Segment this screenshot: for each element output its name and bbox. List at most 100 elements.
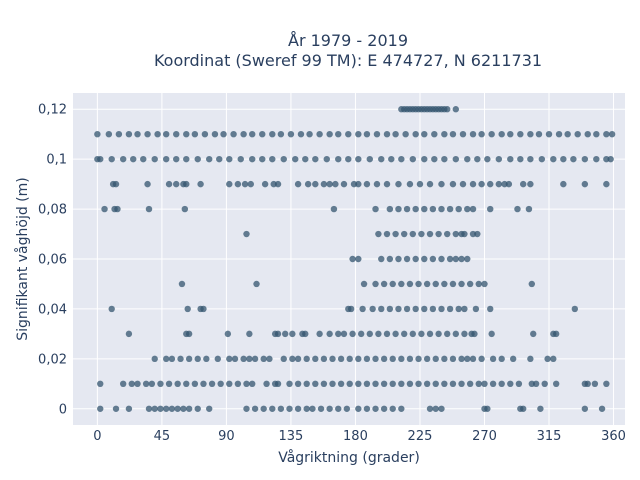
- data-point: [247, 180, 254, 188]
- data-point: [355, 355, 362, 363]
- data-point: [217, 380, 224, 388]
- data-point: [214, 355, 222, 363]
- data-point: [180, 405, 187, 412]
- data-point: [380, 280, 388, 288]
- data-point: [119, 155, 127, 163]
- data-point: [320, 355, 328, 363]
- data-point: [535, 130, 543, 138]
- data-point: [406, 380, 414, 388]
- data-point: [363, 380, 371, 388]
- data-point: [346, 355, 353, 363]
- data-point: [231, 355, 239, 363]
- x-tick-label: 135: [279, 429, 304, 444]
- data-point: [527, 130, 534, 138]
- data-point: [544, 355, 551, 363]
- data-point: [495, 180, 503, 188]
- data-point: [154, 130, 161, 138]
- data-point: [134, 380, 141, 388]
- data-point: [119, 380, 127, 388]
- data-point: [431, 130, 438, 138]
- data-point: [355, 405, 362, 412]
- data-point: [274, 380, 282, 388]
- data-point: [246, 330, 253, 338]
- data-point: [421, 155, 428, 163]
- data-point: [261, 180, 269, 188]
- data-point: [438, 305, 445, 313]
- data-point: [472, 305, 480, 313]
- data-point: [303, 355, 310, 363]
- data-point: [211, 130, 219, 138]
- data-point: [253, 280, 260, 288]
- data-point: [201, 130, 209, 138]
- data-point: [388, 155, 395, 163]
- data-point: [101, 205, 108, 213]
- data-point: [162, 405, 170, 412]
- data-point: [363, 405, 371, 412]
- data-point: [452, 330, 460, 338]
- data-point: [441, 130, 448, 138]
- data-point: [398, 155, 405, 163]
- data-point: [355, 380, 362, 388]
- data-point: [564, 130, 571, 138]
- data-point: [269, 155, 276, 163]
- data-point: [112, 405, 120, 412]
- data-point: [165, 380, 173, 388]
- x-tick-label: 360: [601, 429, 626, 444]
- data-point: [507, 155, 514, 163]
- data-point: [608, 130, 616, 138]
- data-point: [326, 130, 333, 138]
- data-point: [194, 405, 201, 412]
- data-point: [449, 130, 457, 138]
- data-point: [481, 380, 488, 388]
- data-point: [177, 355, 184, 363]
- data-point: [226, 380, 233, 388]
- data-point: [449, 280, 457, 288]
- data-point: [469, 205, 477, 213]
- data-point: [173, 155, 180, 163]
- data-point: [560, 155, 567, 163]
- data-point: [530, 330, 537, 338]
- data-point: [345, 155, 352, 163]
- data-point: [197, 180, 204, 188]
- data-point: [249, 130, 256, 138]
- data-point: [380, 405, 388, 412]
- chart-title-line2: Koordinat (Sweref 99 TM): E 474727, N 62…: [154, 51, 542, 70]
- data-point: [383, 330, 391, 338]
- data-point: [294, 180, 302, 188]
- data-point: [251, 405, 259, 412]
- data-point: [550, 355, 557, 363]
- data-point: [378, 255, 385, 263]
- data-point: [421, 305, 428, 313]
- data-point: [432, 280, 439, 288]
- data-point: [441, 355, 448, 363]
- data-point: [200, 380, 207, 388]
- data-point: [581, 180, 589, 188]
- data-point: [303, 405, 310, 412]
- data-point: [174, 380, 181, 388]
- data-point: [464, 155, 471, 163]
- data-point: [458, 280, 465, 288]
- data-point: [259, 130, 266, 138]
- data-point: [330, 205, 338, 213]
- data-point: [269, 405, 276, 412]
- data-point: [157, 405, 164, 412]
- data-point: [392, 330, 399, 338]
- data-point: [108, 155, 115, 163]
- data-point: [395, 180, 402, 188]
- data-point: [591, 380, 599, 388]
- data-point: [134, 130, 141, 138]
- data-point: [432, 380, 439, 388]
- data-point: [269, 130, 276, 138]
- data-point: [458, 255, 465, 263]
- data-point: [415, 380, 422, 388]
- x-tick-label: 270: [472, 429, 497, 444]
- data-point: [412, 205, 419, 213]
- data-point: [326, 180, 333, 188]
- data-point: [224, 330, 232, 338]
- data-point: [144, 130, 151, 138]
- data-point: [246, 355, 253, 363]
- data-point: [386, 255, 394, 263]
- x-tick-label: 180: [343, 429, 368, 444]
- data-point: [471, 330, 478, 338]
- data-point: [446, 255, 454, 263]
